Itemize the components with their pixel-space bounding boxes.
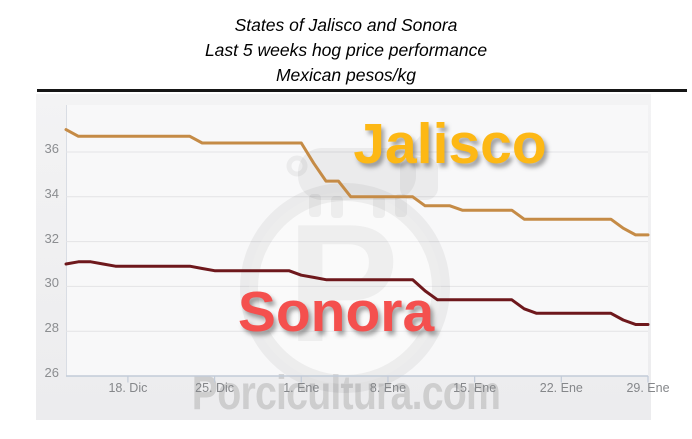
x-axis bbox=[66, 375, 649, 383]
pig-logo-watermark: P bbox=[240, 136, 450, 393]
x-axis-label-2: 25. Dic bbox=[195, 381, 235, 395]
jalisco-series-label: Jalisco bbox=[353, 112, 547, 176]
jalisco-line bbox=[64, 128, 650, 237]
chart-title-line-2: Last 5 weeks hog price performance bbox=[204, 40, 488, 60]
sonora-line bbox=[64, 260, 650, 326]
series-lines bbox=[64, 128, 650, 326]
y-axis-label-30: 30 bbox=[44, 275, 59, 291]
logo-letter-p: P bbox=[287, 189, 399, 377]
chart-title-line-1: States of Jalisco and Sonora bbox=[234, 15, 458, 35]
chart-title: States of Jalisco and Sonora Last 5 week… bbox=[0, 13, 692, 88]
chart-title-line-3: Mexican pesos/kg bbox=[275, 65, 417, 85]
y-axis-label-26: 26 bbox=[44, 365, 59, 380]
logo-circle bbox=[240, 183, 450, 393]
y-axis-label-28: 28 bbox=[44, 320, 59, 336]
x-axis-label-6: 22. Ene bbox=[539, 381, 583, 395]
title-separator-rule bbox=[37, 89, 687, 92]
x-axis-label-7: 29. Ene bbox=[626, 381, 670, 395]
x-axis-label-4: 8. Ene bbox=[369, 381, 407, 395]
y-axis-label-36: 36 bbox=[44, 141, 59, 156]
y-axis-label-34: 34 bbox=[44, 185, 59, 201]
pig-silhouette-icon bbox=[286, 136, 438, 218]
y-axis-label-32: 32 bbox=[44, 230, 59, 246]
x-axis-label-1: 18. Dic bbox=[108, 381, 148, 395]
sonora-series-label: Sonora bbox=[237, 280, 435, 344]
x-axis-label-3: 1. Ene bbox=[283, 381, 320, 395]
x-axis-label-5: 15. Ene bbox=[453, 381, 497, 395]
